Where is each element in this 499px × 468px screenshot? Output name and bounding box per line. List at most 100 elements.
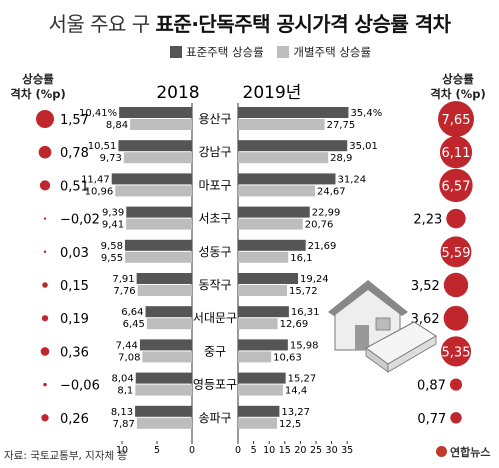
bar-label-2018-individual: 8,84 — [106, 120, 128, 131]
bar-2018-individual — [115, 185, 192, 197]
publisher-logo: 연합뉴스 — [436, 444, 490, 460]
bar-2019-individual — [238, 384, 283, 396]
bar-label-2018-individual: 9,73 — [100, 153, 122, 164]
bar-label-2018-standard: 8,13 — [111, 407, 133, 418]
gap-label-2018: 0,78 — [60, 146, 89, 161]
gap-label-2018: 0,26 — [60, 412, 89, 427]
legend-standard-swatch — [170, 46, 182, 58]
bar-label-2019-individual: 24,67 — [317, 186, 346, 197]
legend-individual-swatch — [277, 46, 290, 58]
category-label: 성동구 — [198, 245, 231, 259]
bar-label-2018-individual: 9,55 — [101, 253, 123, 264]
category-label: 중구 — [204, 344, 226, 358]
house-window — [375, 317, 391, 331]
bar-2018-standard — [145, 306, 192, 318]
tick-label-2018: 5 — [154, 445, 160, 456]
gap-circle-2018 — [43, 217, 47, 220]
bar-label-2018-individual: 9,41 — [102, 220, 124, 231]
bar-label-2019-individual: 14,4 — [285, 386, 307, 397]
bar-label-2018-standard: 7,91 — [112, 274, 134, 285]
gap-label-2019: 3,52 — [411, 279, 440, 294]
bar-2018-individual — [142, 351, 192, 363]
left-header-line-0: 상승률 — [22, 72, 54, 86]
bar-2018-standard — [139, 339, 192, 351]
bar-label-2018-individual: 7,76 — [113, 286, 135, 297]
bar-2018-individual — [146, 318, 192, 330]
bar-label-2018-standard: 9,39 — [102, 208, 124, 219]
gap-label-2019: 6,11 — [442, 146, 471, 161]
gap-circle-2018 — [41, 414, 49, 422]
bar-label-2019-standard: 21,69 — [308, 241, 337, 252]
house-roof — [328, 280, 408, 316]
house-annex-front — [387, 335, 437, 373]
category-label: 마포구 — [198, 178, 231, 192]
category-label: 서초구 — [198, 212, 231, 226]
bar-2018-individual — [136, 417, 192, 429]
gap-circle-2019 — [443, 305, 469, 331]
bar-label-2019-individual: 15,72 — [289, 286, 318, 297]
right-header-line-0: 상승률 — [442, 72, 474, 86]
logo-text: 연합뉴스 — [450, 446, 491, 459]
logo-mark-icon — [436, 446, 447, 457]
gap-circle-2019 — [440, 336, 472, 367]
bar-label-2018-standard: 10,41% — [79, 108, 117, 119]
source-note: 자료: 국토교통부, 지자체 등 — [4, 450, 128, 462]
legend-individual-label: 개별주택 상승률 — [293, 45, 372, 59]
gap-circle-2019 — [450, 412, 462, 424]
panel-label-2019: 2019년 — [243, 83, 302, 103]
bar-2018-standard — [135, 405, 192, 417]
gap-label-2019: 7,65 — [442, 113, 471, 128]
bar-2019-individual — [238, 218, 303, 230]
legend-standard: 표준주택 상승률 — [170, 45, 264, 59]
gap-circle-2018 — [38, 145, 52, 159]
bar-2018-standard — [111, 173, 192, 185]
bar-label-2018-individual: 7,87 — [113, 419, 135, 430]
gap-circle-2018 — [39, 180, 51, 191]
bar-2019-individual — [238, 119, 325, 130]
legend-individual: 개별주택 상승률 — [277, 45, 371, 59]
bar-2019-standard — [238, 273, 299, 284]
bar-label-2019-individual: 20,76 — [305, 220, 334, 231]
bar-2018-standard — [126, 206, 192, 218]
bar-2019-individual — [238, 351, 272, 363]
bar-label-2018-standard: 6,64 — [121, 307, 143, 318]
tick-label-2019: 10 — [263, 445, 275, 456]
bar-2019-individual — [238, 185, 315, 197]
bar-label-2019-standard: 16,31 — [291, 307, 320, 318]
bar-2019-standard — [238, 372, 286, 384]
left-header-line-1: 격차 (%p) — [10, 87, 66, 101]
category-label: 영등포구 — [193, 378, 237, 392]
bar-label-2019-standard: 13,27 — [281, 407, 310, 418]
bar-label-2018-standard: 11,47 — [81, 174, 110, 185]
tick-label-2019: 5 — [251, 445, 257, 456]
bar-2018-standard — [135, 372, 192, 384]
title-part2: 표준·단독주택 공시가격 상승률 격차 — [155, 12, 452, 36]
bar-label-2019-standard: 31,24 — [337, 174, 366, 185]
bar-label-2019-individual: 27,75 — [327, 120, 356, 131]
gap-label-2019: 5,35 — [442, 345, 471, 360]
bar-label-2019-individual: 28,9 — [330, 153, 352, 164]
tick-label-2019: 20 — [294, 445, 306, 456]
gap-label-2018: −0,02 — [60, 213, 100, 228]
bar-2018-individual — [126, 218, 192, 230]
bar-label-2019-individual: 16,1 — [290, 253, 312, 264]
gap-label-2019: 0,87 — [417, 379, 446, 394]
gap-label-2018: 0,03 — [60, 246, 89, 261]
bar-2019-individual — [238, 318, 278, 330]
gap-label-2019: 0,77 — [417, 412, 446, 427]
bar-2019-standard — [238, 140, 348, 152]
gap-label-2018: 0,36 — [60, 345, 89, 360]
house-illustration — [328, 280, 437, 373]
bar-label-2019-individual: 10,63 — [273, 352, 302, 363]
bar-2019-standard — [238, 306, 289, 318]
right-gap-header: 상승률 격차 (%p) — [424, 72, 492, 102]
gap-label-2019: 5,59 — [442, 246, 471, 261]
bar-label-2019-standard: 35,4% — [350, 108, 382, 119]
panel-label-2018: 2018 — [156, 83, 199, 103]
chart-title: 서울 주요 구 표준·단독주택 공시가격 상승률 격차 — [0, 8, 499, 37]
tick-label-2019: 35 — [341, 445, 353, 456]
tick-label-2019: 15 — [279, 445, 291, 456]
bar-label-2018-individual: 8,1 — [117, 386, 133, 397]
gap-label-2018: 0,51 — [60, 179, 89, 194]
